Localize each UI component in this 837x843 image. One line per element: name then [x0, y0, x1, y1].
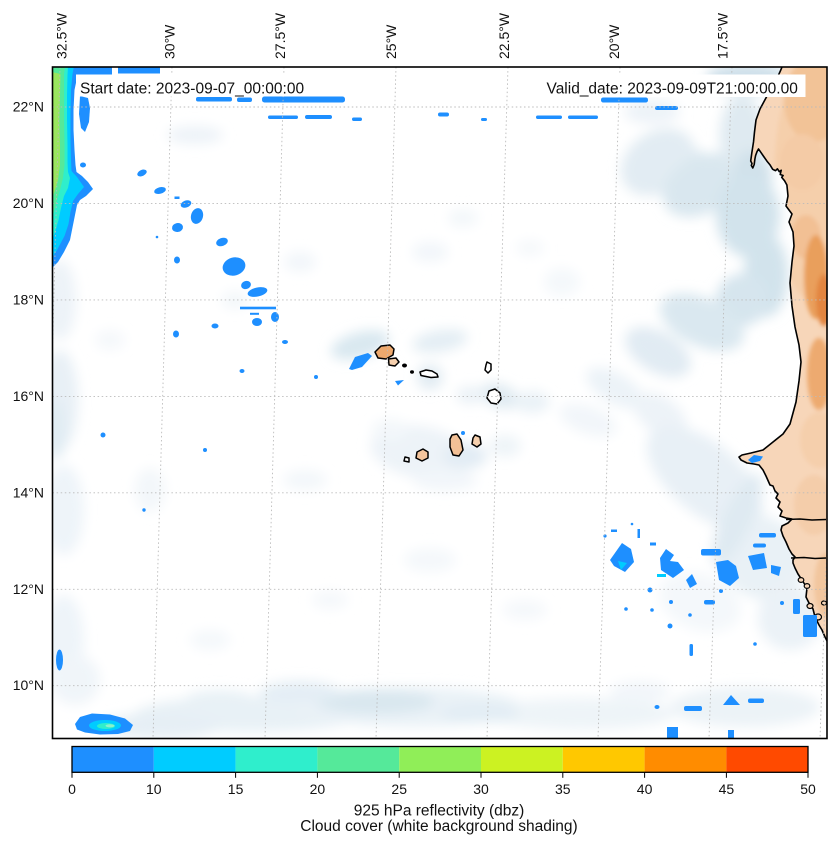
svg-text:Cloud cover (white background: Cloud cover (white background shading): [300, 818, 577, 835]
svg-text:30: 30: [473, 781, 489, 797]
svg-text:40: 40: [637, 781, 653, 797]
svg-text:22°N: 22°N: [13, 99, 44, 115]
svg-text:15: 15: [228, 781, 244, 797]
svg-text:45: 45: [719, 781, 735, 797]
svg-text:17.5°W: 17.5°W: [715, 12, 731, 59]
svg-text:10: 10: [146, 781, 162, 797]
svg-text:25: 25: [391, 781, 407, 797]
svg-text:20°W: 20°W: [606, 24, 622, 59]
svg-text:50: 50: [800, 781, 816, 797]
svg-text:35: 35: [555, 781, 571, 797]
svg-text:0: 0: [68, 781, 76, 797]
svg-text:25°W: 25°W: [383, 24, 399, 59]
svg-text:18°N: 18°N: [13, 291, 44, 307]
svg-text:27.5°W: 27.5°W: [272, 12, 288, 59]
svg-text:32.5°W: 32.5°W: [54, 12, 70, 59]
svg-text:20: 20: [310, 781, 326, 797]
svg-text:Valid_date: 2023-09-09T21:00:0: Valid_date: 2023-09-09T21:00:00.00: [547, 81, 799, 98]
svg-text:22.5°W: 22.5°W: [496, 12, 512, 59]
svg-text:925 hPa reflectivity (dbz): 925 hPa reflectivity (dbz): [354, 803, 525, 820]
svg-text:12°N: 12°N: [13, 581, 44, 597]
svg-text:16°N: 16°N: [13, 388, 44, 404]
svg-text:10°N: 10°N: [13, 677, 44, 693]
svg-text:14°N: 14°N: [13, 484, 44, 500]
svg-text:20°N: 20°N: [13, 195, 44, 211]
svg-text:30°W: 30°W: [162, 24, 178, 59]
svg-text:Start date: 2023-09-07_00:00:0: Start date: 2023-09-07_00:00:00: [80, 81, 304, 98]
